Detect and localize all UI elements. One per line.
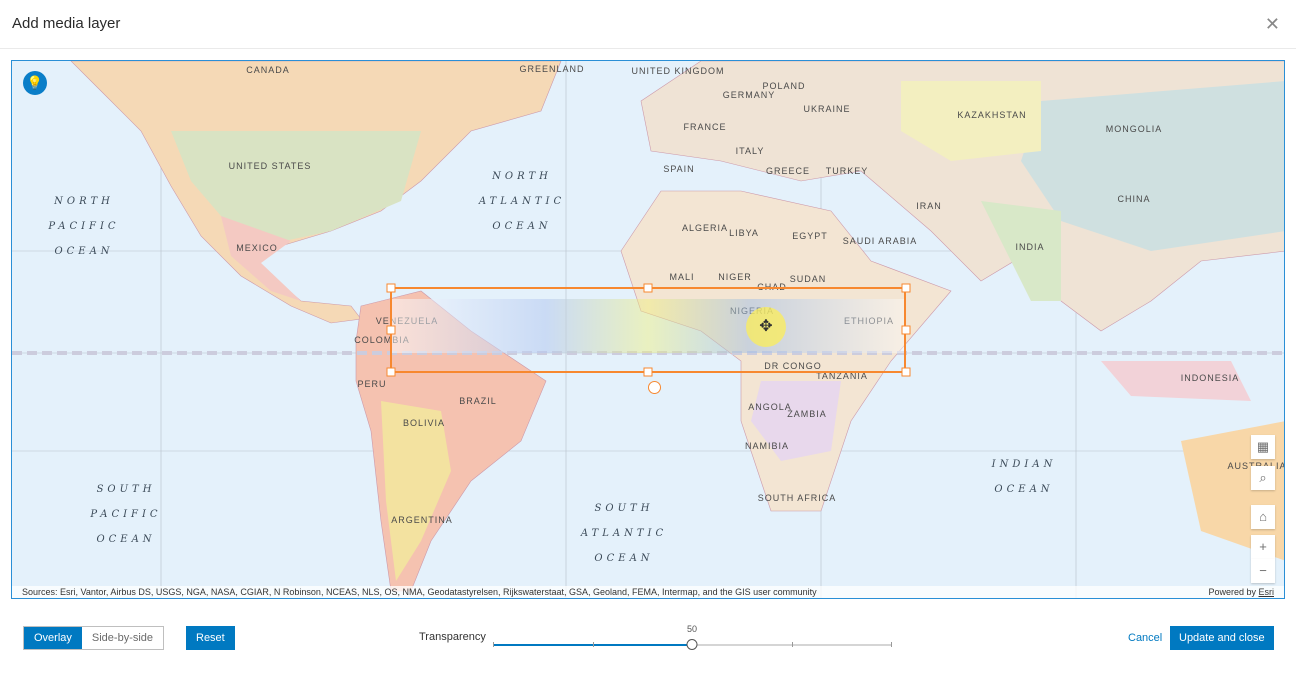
resize-handle[interactable] — [901, 283, 911, 293]
slider-tick — [493, 642, 494, 647]
attribution-sources: Sources: Esri, Vantor, Airbus DS, USGS, … — [22, 587, 817, 597]
country-label: MEXICO — [236, 243, 278, 253]
overlay-mode-button[interactable]: Overlay — [24, 627, 82, 649]
country-label: GREENLAND — [519, 64, 585, 74]
resize-handle[interactable] — [901, 367, 911, 377]
basemap-gallery-icon[interactable]: ▦ — [1251, 435, 1275, 459]
country-label: FRANCE — [683, 122, 727, 132]
rotate-handle[interactable] — [648, 381, 661, 394]
dialog-footer: Overlay Side-by-side Reset Transparency … — [0, 600, 1296, 687]
country-label: GREECE — [765, 166, 811, 176]
update-and-close-button[interactable]: Update and close — [1170, 626, 1274, 650]
slider-tick — [891, 642, 892, 647]
country-label: SUDAN — [789, 274, 827, 284]
resize-handle[interactable] — [643, 367, 653, 377]
country-label: ANGOLA — [748, 402, 792, 412]
search-icon[interactable]: ⌕ — [1251, 466, 1275, 490]
esri-link[interactable]: Esri — [1258, 587, 1275, 597]
powered-by-text: Powered by — [1208, 587, 1256, 597]
country-label: UNITED KINGDOM — [631, 66, 725, 76]
country-label: POLAND — [762, 81, 806, 91]
country-label: NIGER — [718, 272, 752, 282]
country-label: SOUTH AFRICA — [757, 493, 837, 503]
country-label: DR CONGO — [764, 361, 822, 371]
zoom-out-icon[interactable]: − — [1251, 559, 1275, 583]
country-label: MALI — [669, 272, 695, 282]
resize-handle[interactable] — [386, 325, 396, 335]
zoom-in-icon[interactable]: + — [1251, 535, 1275, 559]
resize-handle[interactable] — [386, 367, 396, 377]
country-label: CHINA — [1117, 194, 1151, 204]
move-icon[interactable]: ✥ — [746, 307, 786, 347]
map-view[interactable]: 💡 CANADA UNITED STATES MEXICO GREENLAND UNIT… — [11, 60, 1285, 599]
ocean-label: SOUTH ATLANTIC OCEAN — [580, 503, 668, 564]
ocean-label: SOUTH PACIFIC OCEAN — [90, 484, 162, 545]
transparency-value: 50 — [686, 624, 698, 634]
lightbulb-icon[interactable]: 💡 — [23, 71, 47, 95]
transparency-slider[interactable] — [493, 639, 892, 650]
attribution: Sources: Esri, Vantor, Airbus DS, USGS, … — [12, 586, 1284, 598]
reset-button[interactable]: Reset — [186, 626, 235, 650]
cancel-button[interactable]: Cancel — [1128, 632, 1163, 644]
country-label: UNITED STATES — [228, 161, 312, 171]
country-label: GERMANY — [722, 90, 776, 100]
close-icon[interactable]: ✕ — [1264, 14, 1280, 34]
country-label: NAMIBIA — [744, 441, 790, 451]
country-label: IRAN — [916, 201, 942, 211]
country-label: SAUDI ARABIA — [842, 236, 918, 246]
mode-toggle: Overlay Side-by-side — [23, 626, 165, 650]
country-label: PERU — [357, 379, 387, 389]
resize-handle[interactable] — [901, 325, 911, 335]
country-label: MONGOLIA — [1105, 124, 1163, 134]
home-icon[interactable]: ⌂ — [1251, 505, 1275, 529]
country-label: UKRAINE — [803, 104, 851, 114]
country-label: COLOMBIA — [354, 335, 410, 345]
resize-handle[interactable] — [386, 283, 396, 293]
slider-tick — [791, 642, 793, 647]
slider-tick — [592, 642, 594, 647]
slider-thumb[interactable] — [686, 639, 698, 650]
resize-handle[interactable] — [643, 283, 653, 293]
country-label: ALGERIA — [681, 223, 729, 233]
country-label: ZAMBIA — [787, 409, 827, 419]
side-by-side-mode-button[interactable]: Side-by-side — [91, 632, 154, 644]
media-image — [392, 299, 904, 353]
country-label: CANADA — [246, 65, 290, 75]
transparency-label: Transparency — [419, 631, 486, 643]
ocean-label: NORTH ATLANTIC OCEAN — [478, 171, 566, 232]
country-label: EGYPT — [792, 231, 828, 241]
media-layer-selection[interactable] — [390, 287, 906, 373]
country-label: TURKEY — [825, 166, 869, 176]
dialog-title: Add media layer — [12, 15, 121, 32]
country-label: TANZANIA — [816, 371, 868, 381]
country-label: INDONESIA — [1180, 373, 1240, 383]
powered-by: Powered by Esri — [1208, 586, 1274, 598]
country-label: SPAIN — [663, 164, 695, 174]
ocean-label: NORTH PACIFIC OCEAN — [48, 196, 120, 257]
country-label: ARGENTINA — [391, 515, 453, 525]
country-label: BOLIVIA — [402, 418, 446, 428]
country-label: INDIA — [1015, 242, 1045, 252]
country-label: ITALY — [735, 146, 765, 156]
country-label: BRAZIL — [459, 396, 497, 406]
ocean-label: INDIAN OCEAN — [991, 459, 1057, 495]
dialog-header: Add media layer ✕ — [0, 0, 1296, 49]
country-label: KAZAKHSTAN — [957, 110, 1027, 120]
country-label: LIBYA — [729, 228, 759, 238]
